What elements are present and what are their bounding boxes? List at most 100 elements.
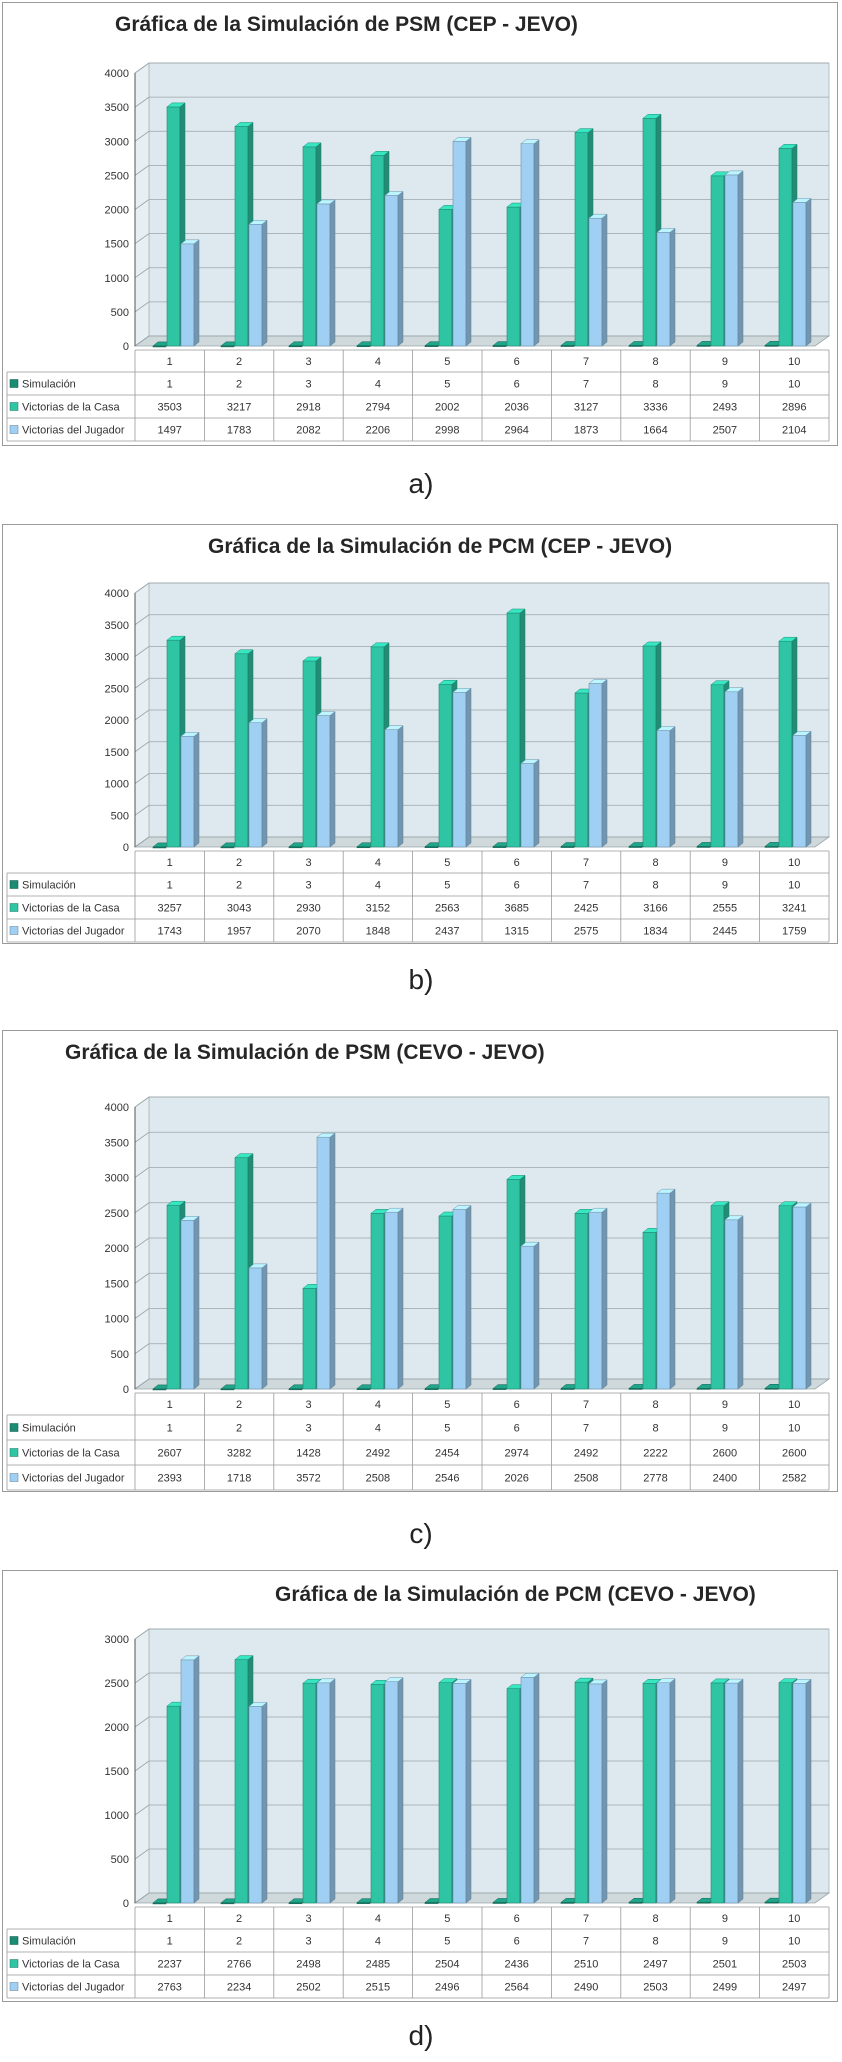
data-label: 8 [652, 880, 658, 892]
data-label: 1315 [504, 926, 528, 938]
bar-top [180, 732, 200, 737]
bar-side [397, 1207, 404, 1390]
data-label: 2493 [713, 402, 737, 414]
data-label: 2498 [296, 1959, 320, 1971]
bar-top [520, 139, 540, 144]
x-tick-label: 2 [236, 857, 242, 869]
bar-top [506, 608, 526, 614]
chart-caption: a) [408, 468, 434, 499]
data-label: 2503 [782, 1959, 806, 1971]
data-label: 5 [444, 1423, 450, 1435]
x-tick-label: 8 [652, 1913, 658, 1925]
bar-top [588, 213, 608, 219]
chart-caption: c) [409, 1518, 433, 1549]
data-label: 3 [305, 1936, 311, 1948]
data-label: 2503 [643, 1982, 667, 1994]
gridline-depth [134, 1848, 150, 1860]
gridline-depth [134, 646, 150, 657]
bar-top [452, 1205, 472, 1210]
bar [302, 1288, 317, 1390]
legend-label: Victorias del Jugador [22, 425, 125, 437]
gridline-depth [134, 614, 150, 626]
y-tick-label: 2000 [105, 715, 129, 727]
data-label: 1 [167, 1936, 173, 1948]
data-label: 3043 [227, 903, 251, 915]
bar-top [384, 1207, 404, 1213]
bar [588, 217, 603, 347]
x-tick-label: 2 [236, 356, 242, 368]
chart-panel-d: Gráfica de la Simulación de PCM (CEVO - … [0, 1568, 842, 2062]
legend-swatch [9, 1982, 19, 1991]
data-label: 2497 [643, 1959, 667, 1971]
bar [384, 1211, 399, 1390]
gridline-depth [134, 199, 150, 210]
data-label: 2778 [643, 1473, 667, 1485]
y-tick-label: 4000 [105, 68, 129, 80]
data-label: 9 [722, 379, 728, 391]
bar-side [465, 1204, 472, 1390]
x-tick-label: 4 [375, 1913, 381, 1925]
bar-top [520, 1673, 540, 1678]
bar-side [805, 1202, 812, 1390]
data-label: 3 [305, 1423, 311, 1435]
bar [656, 1192, 671, 1390]
bar [724, 1219, 739, 1390]
bar [506, 206, 521, 347]
bar [574, 132, 589, 347]
bar-top [574, 128, 594, 133]
data-label: 2206 [366, 425, 390, 437]
y-tick-label: 3000 [105, 1173, 129, 1185]
data-label: 2504 [435, 1959, 459, 1971]
bar-top [656, 1678, 676, 1683]
bar-top [302, 656, 322, 662]
data-label: 2485 [366, 1959, 390, 1971]
y-tick-label: 2000 [105, 1722, 129, 1734]
legend-label: Simulación [22, 379, 76, 391]
data-label: 2546 [435, 1473, 459, 1485]
bar-side [533, 1672, 540, 1904]
bar [302, 660, 317, 848]
chart-title: Gráfica de la Simulación de PSM (CEVO - … [65, 1041, 545, 1064]
chart-panel-c: Gráfica de la Simulación de PSM (CEVO - … [0, 1030, 842, 1560]
bar-top [180, 1216, 200, 1221]
bar [574, 1213, 589, 1390]
data-label: 2964 [504, 425, 528, 437]
gridline-depth [134, 62, 150, 74]
bar-top [234, 649, 254, 655]
x-tick-label: 1 [167, 1399, 173, 1411]
bar [384, 195, 399, 347]
bar [180, 243, 195, 347]
data-label: 1759 [782, 926, 806, 938]
bar-side [737, 170, 744, 347]
bar [724, 1682, 739, 1904]
chart-panel-a: Gráfica de la Simulación de PSM (CEP - J… [0, 0, 842, 510]
y-tick-label: 0 [123, 1898, 129, 1910]
legend-label: Victorias de la Casa [22, 402, 121, 414]
legend-label: Simulación [22, 880, 76, 892]
x-tick-label: 3 [305, 356, 311, 368]
data-label: 2436 [504, 1959, 528, 1971]
legend-label: Victorias del Jugador [22, 1473, 125, 1485]
x-tick-label: 7 [583, 1913, 589, 1925]
bar-side [533, 1241, 540, 1390]
bar-top [438, 1678, 458, 1683]
y-tick-label: 500 [111, 1349, 129, 1361]
y-tick-label: 1000 [105, 1314, 129, 1326]
data-label: 2454 [435, 1448, 459, 1460]
data-label: 1428 [296, 1448, 320, 1460]
data-label: 1743 [157, 926, 181, 938]
gridline-depth [134, 1672, 150, 1684]
bar [642, 1232, 657, 1390]
bar [166, 1705, 181, 1904]
bar [656, 232, 671, 347]
bar-top [506, 1175, 526, 1180]
data-label: 2501 [713, 1959, 737, 1971]
data-label: 6 [514, 880, 520, 892]
bar-top [792, 731, 812, 736]
y-tick-label: 2500 [105, 1208, 129, 1220]
bar-top [574, 1677, 594, 1683]
x-tick-label: 9 [722, 1913, 728, 1925]
gridline-depth [134, 1628, 150, 1640]
bar [452, 691, 467, 848]
bar [520, 1245, 535, 1390]
